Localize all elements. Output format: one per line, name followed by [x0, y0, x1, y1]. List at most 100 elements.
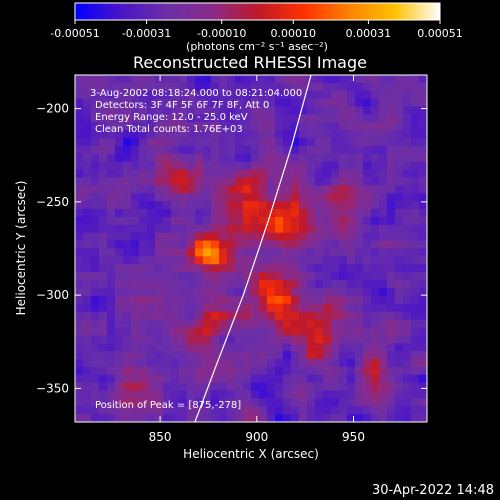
heatmap-cell: [403, 374, 412, 384]
heatmap-cell: [347, 161, 356, 171]
heatmap-cell: [363, 311, 372, 321]
heatmap-cell: [227, 327, 236, 336]
heatmap-cell: [323, 138, 332, 147]
heatmap-cell: [195, 390, 204, 399]
heatmap-cell: [107, 138, 116, 147]
heatmap-cell: [99, 256, 108, 265]
heatmap-cell: [267, 264, 276, 273]
heatmap-cell: [243, 398, 252, 407]
heatmap-cell: [123, 287, 132, 297]
heatmap-cell: [307, 106, 316, 116]
heatmap-cell: [371, 216, 380, 226]
heatmap-cell: [291, 138, 300, 147]
heatmap-cell: [83, 382, 92, 392]
heatmap-cell: [91, 272, 100, 281]
heatmap-cell: [419, 319, 427, 328]
heatmap-cell: [235, 319, 244, 328]
heatmap-cell: [323, 287, 332, 297]
heatmap-cell: [283, 358, 292, 368]
heatmap-cell: [395, 161, 404, 171]
heatmap-cell: [395, 264, 404, 273]
heatmap-cell: [139, 98, 148, 108]
heatmap-cell: [123, 272, 132, 281]
heatmap-cell: [419, 240, 427, 250]
heatmap-cell: [123, 256, 132, 265]
heatmap-cell: [83, 280, 92, 289]
heatmap-cell: [411, 256, 420, 265]
heatmap-cell: [131, 90, 140, 100]
heatmap-cell: [83, 303, 92, 313]
heatmap-cell: [171, 130, 180, 139]
heatmap-cell: [395, 169, 404, 179]
heatmap-cell: [283, 295, 292, 305]
heatmap-cell: [155, 130, 164, 139]
heatmap-cell: [395, 351, 404, 360]
heatmap-cell: [203, 272, 212, 281]
heatmap-cell: [347, 414, 356, 422]
heatmap-cell: [251, 390, 260, 399]
heatmap-cell: [123, 414, 132, 422]
heatmap-cell: [267, 106, 276, 116]
heatmap-cell: [291, 82, 300, 92]
heatmap-cell: [139, 145, 148, 155]
heatmap-cell: [99, 303, 108, 313]
heatmap-cell: [323, 185, 332, 194]
colorbar-tick-label: -0.00031: [122, 27, 171, 40]
heatmap-cell: [355, 177, 364, 187]
heatmap-cell: [83, 209, 92, 218]
heatmap-cell: [83, 145, 92, 155]
heatmap-cell: [371, 98, 380, 108]
heatmap-cell: [179, 201, 188, 210]
y-tick-label: −200: [36, 102, 69, 116]
heatmap-cell: [219, 311, 228, 321]
heatmap-cell: [307, 398, 316, 407]
heatmap-cell: [267, 256, 276, 265]
heatmap-cell: [315, 82, 324, 92]
heatmap-cell: [171, 351, 180, 360]
heatmap-cell: [283, 248, 292, 257]
heatmap-cell: [211, 366, 220, 376]
heatmap-cell: [195, 319, 204, 328]
heatmap-cell: [315, 272, 324, 281]
heatmap-cell: [155, 177, 164, 187]
heatmap-cell: [371, 130, 380, 139]
heatmap-cell: [187, 98, 196, 108]
heatmap-cell: [219, 145, 228, 155]
heatmap-cell: [323, 256, 332, 265]
heatmap-cell: [307, 414, 316, 422]
heatmap-cell: [75, 343, 84, 352]
heatmap-cell: [179, 216, 188, 226]
heatmap-cell: [155, 216, 164, 226]
heatmap-cell: [91, 358, 100, 368]
heatmap-cell: [387, 224, 396, 234]
heatmap-cell: [315, 319, 324, 328]
heatmap-cell: [331, 295, 340, 305]
heatmap-cell: [411, 145, 420, 155]
heatmap-cell: [339, 343, 348, 352]
heatmap-cell: [243, 374, 252, 384]
heatmap-cell: [139, 169, 148, 179]
heatmap-cell: [363, 161, 372, 171]
heatmap-cell: [251, 351, 260, 360]
heatmap-cell: [419, 287, 427, 297]
heatmap-cell: [371, 240, 380, 250]
heatmap-cell: [171, 138, 180, 147]
y-tick-label: −300: [36, 288, 69, 302]
heatmap-cell: [347, 303, 356, 313]
heatmap-cell: [211, 193, 220, 202]
heatmap-cell: [275, 319, 284, 328]
heatmap-cell: [379, 145, 388, 155]
heatmap-cell: [355, 98, 364, 108]
heatmap-cell: [187, 185, 196, 194]
heatmap-cell: [283, 414, 292, 422]
heatmap-cell: [275, 106, 284, 116]
heatmap-cell: [219, 374, 228, 384]
heatmap-cell: [323, 280, 332, 289]
heatmap-cell: [387, 390, 396, 399]
heatmap-cell: [307, 256, 316, 265]
heatmap-cell: [147, 130, 156, 139]
heatmap-cell: [275, 256, 284, 265]
heatmap-cell: [291, 335, 300, 344]
heatmap-cell: [379, 122, 388, 131]
heatmap-cell: [179, 311, 188, 321]
